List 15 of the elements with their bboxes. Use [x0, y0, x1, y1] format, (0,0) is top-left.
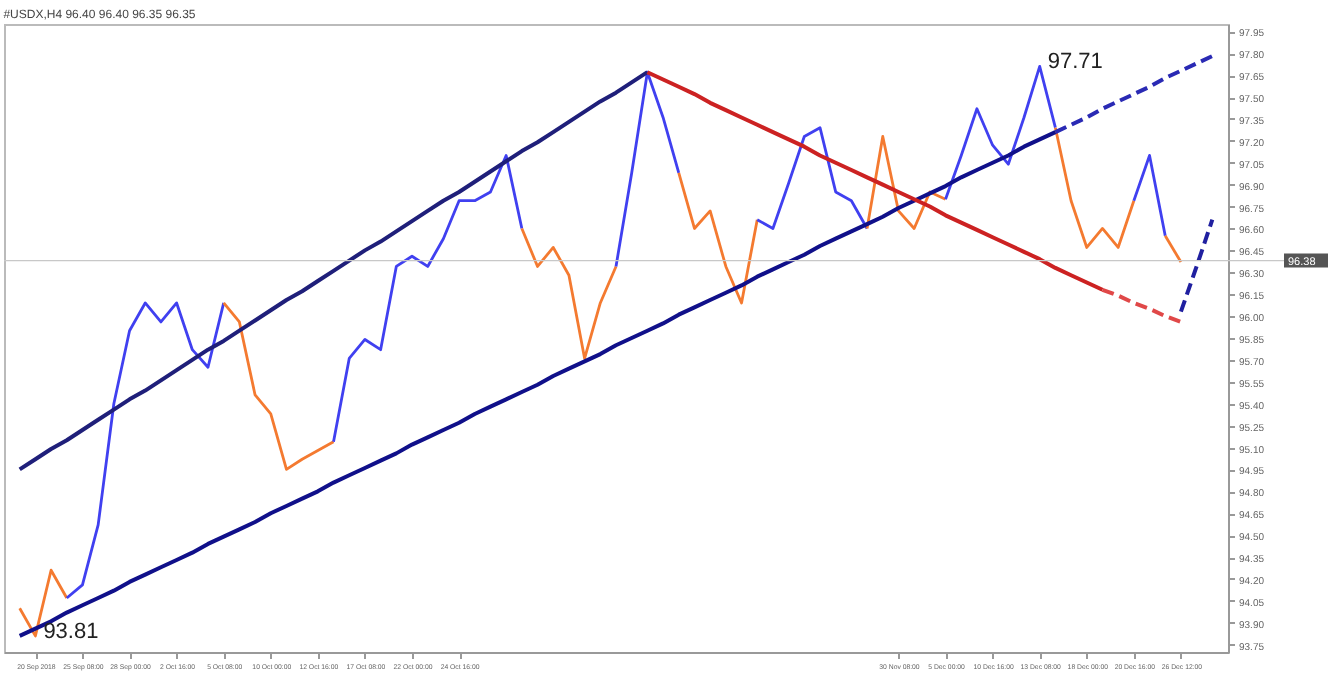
annotation: 97.71 [1047, 50, 1103, 75]
line-series [645, 70, 1105, 292]
line-series [17, 70, 650, 472]
line-series [1053, 126, 1136, 249]
line-series [614, 70, 681, 268]
line-series [1100, 287, 1183, 324]
line-series [677, 171, 759, 305]
line-series [17, 130, 1058, 638]
annotation: 93.81 [43, 619, 99, 644]
line-series [520, 227, 618, 360]
line-series [332, 154, 524, 444]
line-series [755, 126, 869, 230]
line-series [222, 301, 335, 471]
line-series [65, 301, 226, 600]
line-series [865, 135, 947, 230]
